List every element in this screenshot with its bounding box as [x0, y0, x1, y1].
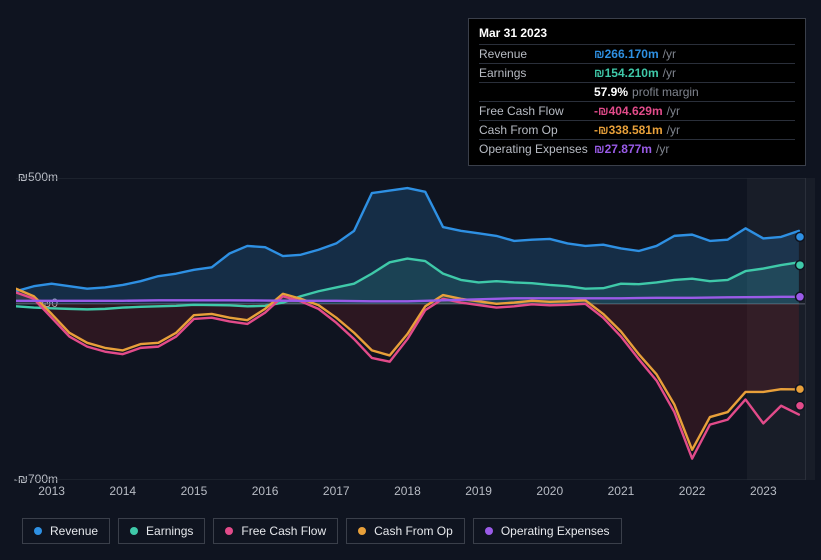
- tooltip-value: ₪266.170m: [594, 47, 659, 61]
- legend-label: Earnings: [146, 524, 193, 538]
- x-tick-label: 2014: [109, 484, 136, 498]
- x-tick-label: 2022: [679, 484, 706, 498]
- tooltip-date: Mar 31 2023: [479, 26, 795, 45]
- legend-dot-icon: [130, 527, 138, 535]
- legend-item-operating-expenses[interactable]: Operating Expenses: [473, 518, 622, 544]
- tooltip-suffix: /yr: [667, 104, 680, 118]
- chart-svg: [16, 178, 806, 480]
- tooltip-suffix: /yr: [667, 123, 680, 137]
- x-tick-label: 2015: [181, 484, 208, 498]
- legend-label: Cash From Op: [374, 524, 453, 538]
- tooltip-row-earnings: Earnings₪154.210m/yr: [479, 64, 795, 83]
- tooltip-label: Free Cash Flow: [479, 104, 594, 118]
- legend-item-earnings[interactable]: Earnings: [118, 518, 205, 544]
- x-tick-label: 2013: [38, 484, 65, 498]
- tooltip-suffix: /yr: [656, 142, 669, 156]
- tooltip-row-revenue: Revenue₪266.170m/yr: [479, 45, 795, 64]
- x-tick-label: 2021: [608, 484, 635, 498]
- tooltip-value: ₪154.210m: [594, 66, 659, 80]
- x-tick-label: 2020: [536, 484, 563, 498]
- x-axis-labels: 2013 2014 2015 2016 2017 2018 2019 2020 2021 2022…: [16, 484, 806, 502]
- legend-item-free-cash-flow[interactable]: Free Cash Flow: [213, 518, 338, 544]
- x-tick-label: 2016: [252, 484, 279, 498]
- x-tick-label: 2019: [465, 484, 492, 498]
- tooltip-profit-margin: 57.9% profit margin: [479, 83, 795, 102]
- tooltip-label: Cash From Op: [479, 123, 594, 137]
- legend-dot-icon: [34, 527, 42, 535]
- tooltip-row-opex: Operating Expenses₪27.877m/yr: [479, 140, 795, 158]
- legend: Revenue Earnings Free Cash Flow Cash From O…: [22, 518, 622, 544]
- tooltip-suffix: /yr: [663, 47, 676, 61]
- tooltip-suffix: /yr: [663, 66, 676, 80]
- legend-label: Free Cash Flow: [241, 524, 326, 538]
- tooltip-value: -₪404.629m: [594, 104, 663, 118]
- legend-label: Revenue: [50, 524, 98, 538]
- tooltip-value: ₪27.877m: [594, 142, 652, 156]
- tooltip-value: -₪338.581m: [594, 123, 663, 137]
- tooltip-label: Earnings: [479, 66, 594, 80]
- legend-item-revenue[interactable]: Revenue: [22, 518, 110, 544]
- tooltip-row-fcf: Free Cash Flow-₪404.629m/yr: [479, 102, 795, 121]
- legend-label: Operating Expenses: [501, 524, 610, 538]
- legend-dot-icon: [225, 527, 233, 535]
- legend-dot-icon: [358, 527, 366, 535]
- x-tick-label: 2017: [323, 484, 350, 498]
- tooltip-row-cfo: Cash From Op-₪338.581m/yr: [479, 121, 795, 140]
- tooltip-label: Revenue: [479, 47, 594, 61]
- chart-plot-area[interactable]: [16, 178, 806, 480]
- x-tick-label: 2018: [394, 484, 421, 498]
- legend-dot-icon: [485, 527, 493, 535]
- tooltip-panel: Mar 31 2023 Revenue₪266.170m/yrEarnings₪…: [468, 18, 806, 166]
- x-tick-label: 2023: [750, 484, 777, 498]
- legend-item-cash-from-op[interactable]: Cash From Op: [346, 518, 465, 544]
- chart-root: Mar 31 2023 Revenue₪266.170m/yrEarnings₪…: [0, 0, 821, 560]
- tooltip-label: Operating Expenses: [479, 142, 594, 156]
